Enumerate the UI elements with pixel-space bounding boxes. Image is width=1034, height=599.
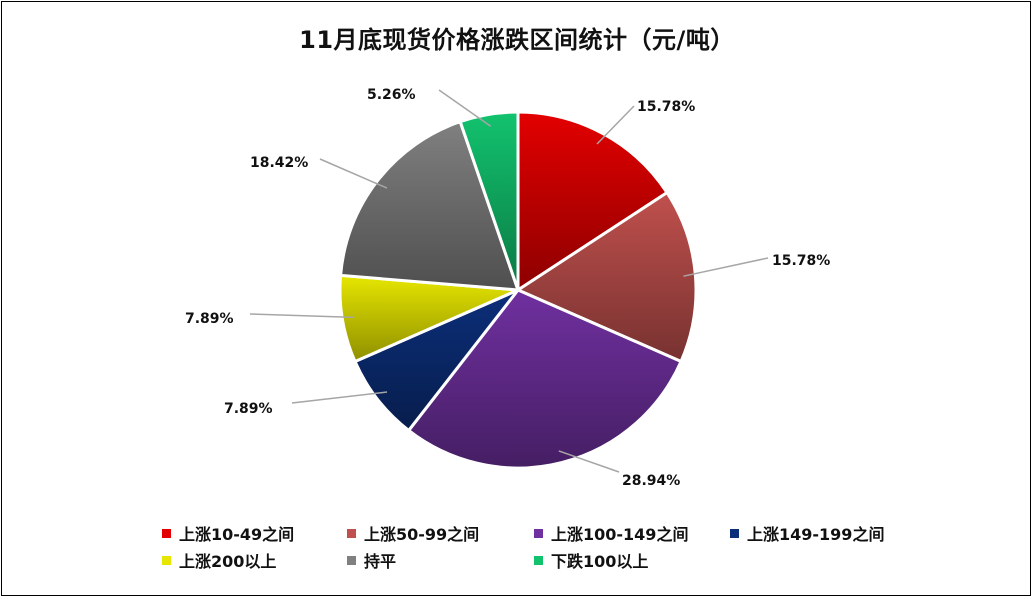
- legend-label: 上涨100-149之间: [551, 525, 689, 544]
- legend-swatch: [730, 528, 739, 538]
- legend-item: 持平: [347, 550, 397, 571]
- legend-item: 上涨10-49之间: [162, 523, 295, 544]
- leader-line: [319, 158, 388, 189]
- legend-swatch: [534, 528, 543, 538]
- data-label: 15.78%: [772, 253, 830, 269]
- leader-line: [683, 257, 769, 277]
- data-label: 18.42%: [250, 155, 308, 171]
- legend-label: 上涨10-49之间: [179, 525, 295, 544]
- chart-title: 11月底现货价格涨跌区间统计（元/吨）: [299, 26, 735, 54]
- data-label: 15.78%: [637, 99, 695, 115]
- legend-item: 下跌100以上: [534, 550, 649, 571]
- data-label: 7.89%: [224, 401, 273, 417]
- legend-swatch: [162, 528, 171, 538]
- legend-item: 上涨200以上: [162, 550, 277, 571]
- legend-label: 持平: [364, 552, 397, 571]
- legend-label: 上涨149-199之间: [747, 525, 885, 544]
- legend-label: 下跌100以上: [551, 552, 649, 571]
- pie-slice: [407, 288, 683, 470]
- legend-swatch: [347, 528, 356, 538]
- legend-label: 上涨200以上: [179, 552, 277, 571]
- leader-line: [596, 105, 635, 145]
- legend-item: 上涨50-99之间: [347, 523, 480, 544]
- legend-swatch: [162, 555, 171, 565]
- leader-line: [291, 391, 388, 404]
- pie-slice: [458, 110, 520, 292]
- leader-line: [558, 450, 620, 473]
- pie-slice: [516, 191, 698, 363]
- leader-line: [249, 313, 355, 319]
- data-label: 28.94%: [622, 473, 680, 489]
- leader-line: [438, 89, 492, 127]
- legend-item: 上涨149-199之间: [730, 523, 885, 544]
- pie-slice: [516, 110, 669, 292]
- legend-swatch: [534, 555, 543, 565]
- data-label: 7.89%: [185, 311, 234, 327]
- legend-item: 上涨100-149之间: [534, 523, 689, 544]
- data-label: 5.26%: [367, 87, 416, 103]
- legend-label: 上涨50-99之间: [364, 525, 480, 544]
- legend-swatch: [347, 555, 356, 565]
